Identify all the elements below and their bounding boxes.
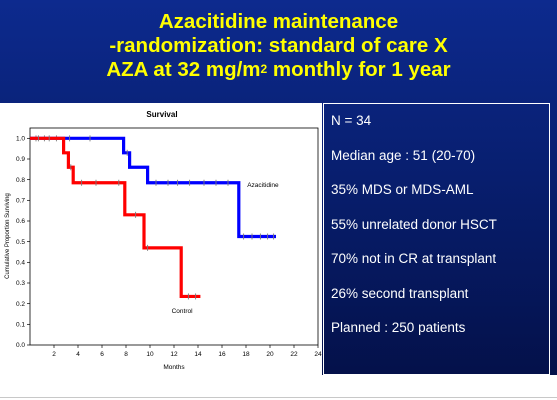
y-axis-ticks: 0.0 0.1 0.2 0.3 0.4 0.5 0.6 0.7 0.8 0.9 1.0 <box>16 136 30 349</box>
study-info-list: N = 34 Median age : 51 (20-70) 35% MDS o… <box>331 112 497 354</box>
info-item-median-age: Median age : 51 (20-70) <box>331 147 476 163</box>
x-tick-label: 10 <box>146 351 154 358</box>
x-tick-label: 12 <box>170 351 178 358</box>
x-axis-ticks: 2 4 6 8 10 12 14 16 18 20 22 24 <box>52 345 322 358</box>
x-tick-label: 24 <box>314 351 322 358</box>
y-tick-label: 1.0 <box>16 136 25 143</box>
y-tick-label: 0.4 <box>16 260 25 267</box>
y-tick-label: 0.3 <box>16 280 25 287</box>
y-tick-label: 0.8 <box>16 177 25 184</box>
chart-panel: Survival 2 4 6 8 10 12 14 16 18 20 22 24 0.0 0.1 0.2 0… <box>0 103 322 375</box>
info-item-second-transplant: 26% second transplant <box>331 285 469 301</box>
x-tick-label: 8 <box>124 351 128 358</box>
chart-title: Survival <box>146 110 177 119</box>
info-item-not-in-cr: 70% not in CR at transplant <box>331 251 497 266</box>
x-tick-label: 22 <box>290 351 298 358</box>
slide-title: Azacitidine maintenance -randomization: … <box>0 10 557 82</box>
title-line-3: AZA at 32 mg/m2 monthly for 1 year <box>0 58 557 82</box>
y-axis-label: Cumulative Proportion Surviving <box>5 193 11 279</box>
x-tick-label: 6 <box>100 351 104 358</box>
x-tick-label: 2 <box>52 351 56 358</box>
y-tick-label: 0.9 <box>16 156 25 163</box>
bottom-divider <box>0 397 557 398</box>
y-tick-label: 0.7 <box>16 198 25 205</box>
x-tick-label: 16 <box>218 351 226 358</box>
x-tick-label: 18 <box>242 351 250 358</box>
x-tick-label: 20 <box>266 351 274 358</box>
x-tick-label: 4 <box>76 351 80 358</box>
x-tick-label: 14 <box>194 351 202 358</box>
title-line-3-text: AZA at 32 mg/m <box>106 58 261 81</box>
info-item-n: N = 34 <box>331 113 372 128</box>
y-tick-label: 0.6 <box>16 218 25 225</box>
info-item-unrelated-donor: 55% unrelated donor HSCT <box>331 216 497 232</box>
annotation-layer: Azacitidine Control <box>172 182 279 315</box>
study-info-box: N = 34 Median age : 51 (20-70) 35% MDS o… <box>323 103 550 375</box>
info-item-planned: Planned : 250 patients <box>331 320 466 335</box>
title-superscript: 2 <box>260 62 268 76</box>
title-line-1: Azacitidine maintenance <box>158 10 399 33</box>
y-tick-label: 0.1 <box>16 322 25 329</box>
series-label-control: Control <box>172 308 194 315</box>
survival-chart: Survival 2 4 6 8 10 12 14 16 18 20 22 24 0.00.10.20… <box>5 110 322 371</box>
bottom-strip <box>0 375 557 400</box>
series-layer <box>30 135 276 300</box>
title-line-2: -randomization: standard of care X <box>109 34 448 57</box>
y-tick-label: 0.0 <box>16 342 25 349</box>
title-line-3-suffix: monthly for 1 year <box>267 58 451 81</box>
info-item-mds: 35% MDS or MDS-AML <box>331 182 474 197</box>
x-axis-label: Months <box>163 364 185 371</box>
survival-line-control <box>30 136 201 299</box>
y-tick-label: 0.5 <box>16 239 25 246</box>
y-tick-label: 0.2 <box>16 301 25 308</box>
series-label-azacitidine: Azacitidine <box>247 182 279 189</box>
survival-line-azacitidine <box>30 136 276 239</box>
